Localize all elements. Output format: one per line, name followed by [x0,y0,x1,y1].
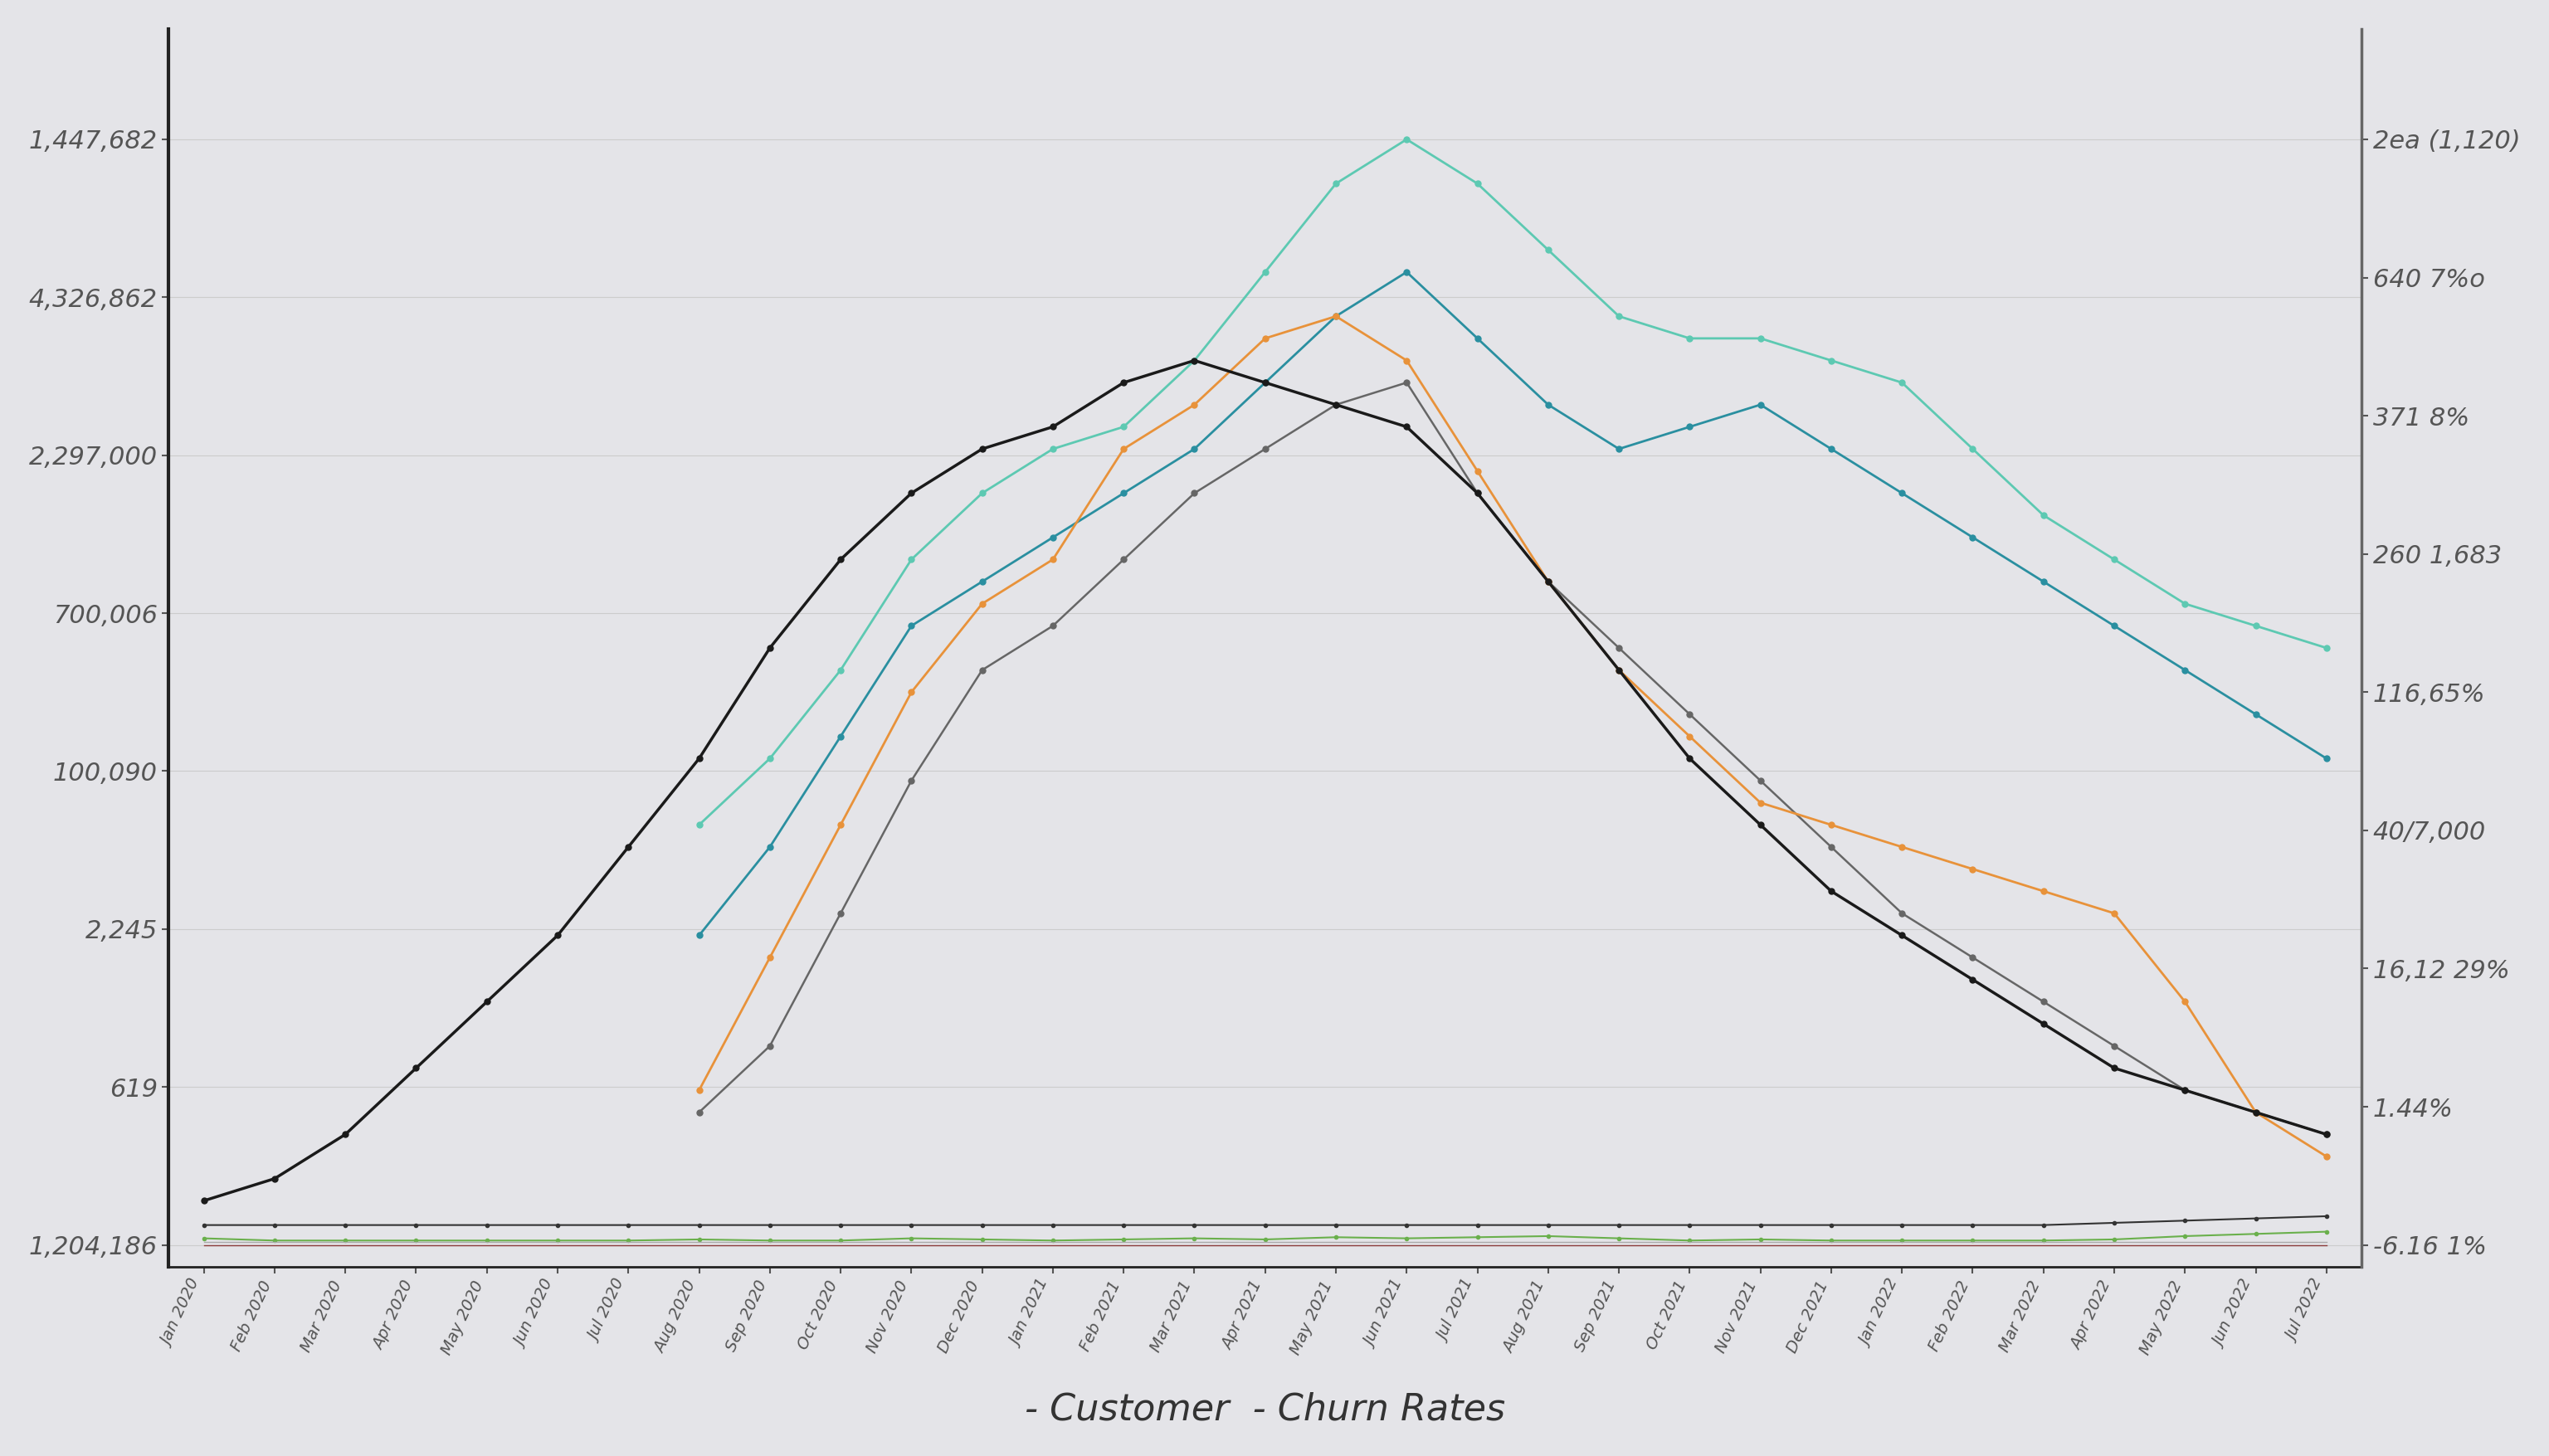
X-axis label: - Customer  - Churn Rates: - Customer - Churn Rates [1025,1392,1506,1427]
